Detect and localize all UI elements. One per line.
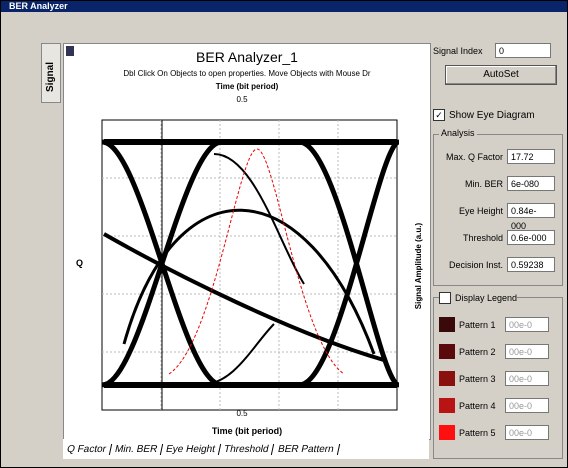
legend-row: Pattern 3 00e-0 (433, 371, 549, 386)
x-tick: 0.5 (236, 409, 248, 418)
field-label: Decision Inst. (448, 259, 503, 270)
field-label: Eye Height (458, 205, 503, 216)
label: Show Eye Diagram (449, 109, 535, 121)
legend-label: Pattern 5 (459, 427, 496, 438)
legend-value: 00e-0 (505, 317, 549, 332)
signal-index-input[interactable]: 0 (495, 43, 551, 58)
field-label: Threshold (462, 232, 503, 243)
legend-swatch (439, 317, 455, 332)
y-label-right: Signal Amplitude (a.u.) (414, 222, 423, 309)
field-value: 17.72 (507, 149, 555, 164)
x-tick-top: 0.5 (236, 95, 248, 104)
label: Signal Index (433, 45, 483, 56)
bottom-tab[interactable]: Threshold (218, 443, 275, 455)
label: Display Legend (455, 293, 518, 303)
legend-swatch (439, 425, 455, 440)
legend-value: 00e-0 (505, 425, 549, 440)
y-label-left: Q (76, 258, 83, 268)
legend-value: 00e-0 (505, 398, 549, 413)
field-value: 0.6e-000 (507, 230, 555, 245)
legend-swatch (439, 398, 455, 413)
legend-value: 00e-0 (505, 344, 549, 359)
legend-row: Pattern 2 00e-0 (433, 344, 549, 359)
q-curve (168, 148, 345, 375)
bottom-tab[interactable]: Eye Height (160, 443, 222, 455)
legend-label: Pattern 1 (459, 319, 496, 330)
plot-title: BER Analyzer_1 (196, 49, 298, 65)
field-row: Threshold 0.6e-000 (433, 230, 555, 245)
display-legend-row[interactable]: Display Legend (439, 292, 518, 304)
bottom-tab[interactable]: Min. BER (109, 443, 164, 455)
field-row: Max. Q Factor 17.72 (433, 149, 555, 164)
signal-tab[interactable]: Signal (41, 43, 61, 103)
legend-row: Pattern 1 00e-0 (433, 317, 549, 332)
group-title: Analysis (439, 128, 477, 138)
field-label: Min. BER (464, 178, 503, 189)
show-eye-row[interactable]: ✓ Show Eye Diagram (433, 109, 535, 121)
legend-swatch (439, 344, 455, 359)
bottom-tabs: Q Factor Min. BER Eye Height Threshold BER P… (61, 439, 429, 459)
x-label-top: Time (bit period) (216, 82, 279, 91)
title-bar: BER Analyzer (1, 1, 567, 12)
plot-subtitle: Dbl Click On Objects to open properties.… (123, 69, 371, 78)
signal-index-row: Signal Index 0 (433, 43, 551, 58)
icon (66, 46, 74, 56)
field-row: Eye Height 0.84e-000 (433, 203, 555, 231)
field-label: Max. Q Factor (445, 151, 503, 162)
legend-value: 00e-0 (505, 371, 549, 386)
field-row: Decision Inst. 0.59238 (433, 257, 555, 272)
legend-label: Pattern 4 (459, 400, 496, 411)
legend-label: Pattern 3 (459, 373, 496, 384)
legend-row: Pattern 4 00e-0 (433, 398, 549, 413)
analysis-group (433, 134, 563, 286)
checkbox[interactable] (439, 292, 451, 304)
field-value: 0.59238 (507, 257, 555, 272)
tab-label: Signal (45, 61, 56, 92)
legend-label: Pattern 2 (459, 346, 496, 357)
legend-swatch (439, 371, 455, 386)
field-value: 0.84e-000 (507, 203, 555, 231)
checkbox[interactable]: ✓ (433, 109, 445, 121)
legend-row: Pattern 5 00e-0 (433, 425, 549, 440)
plot: BER Analyzer_1 Dbl Click On Objects to o… (66, 46, 423, 436)
plot-panel: BER Analyzer_1 Dbl Click On Objects to o… (63, 43, 431, 440)
bottom-tab[interactable]: Q Factor (61, 443, 113, 455)
side-panel: Signal Index 0 AutoSet ✓ Show Eye Diagra… (431, 39, 565, 461)
field-value: 6e-080 (507, 176, 555, 191)
field-row: Min. BER 6e-080 (433, 176, 555, 191)
eye-diagram (101, 139, 401, 388)
x-label: Time (bit period) (212, 426, 282, 436)
axes (101, 119, 398, 411)
autoset-button[interactable]: AutoSet (445, 65, 557, 85)
bottom-tab[interactable]: BER Pattern (272, 443, 340, 455)
